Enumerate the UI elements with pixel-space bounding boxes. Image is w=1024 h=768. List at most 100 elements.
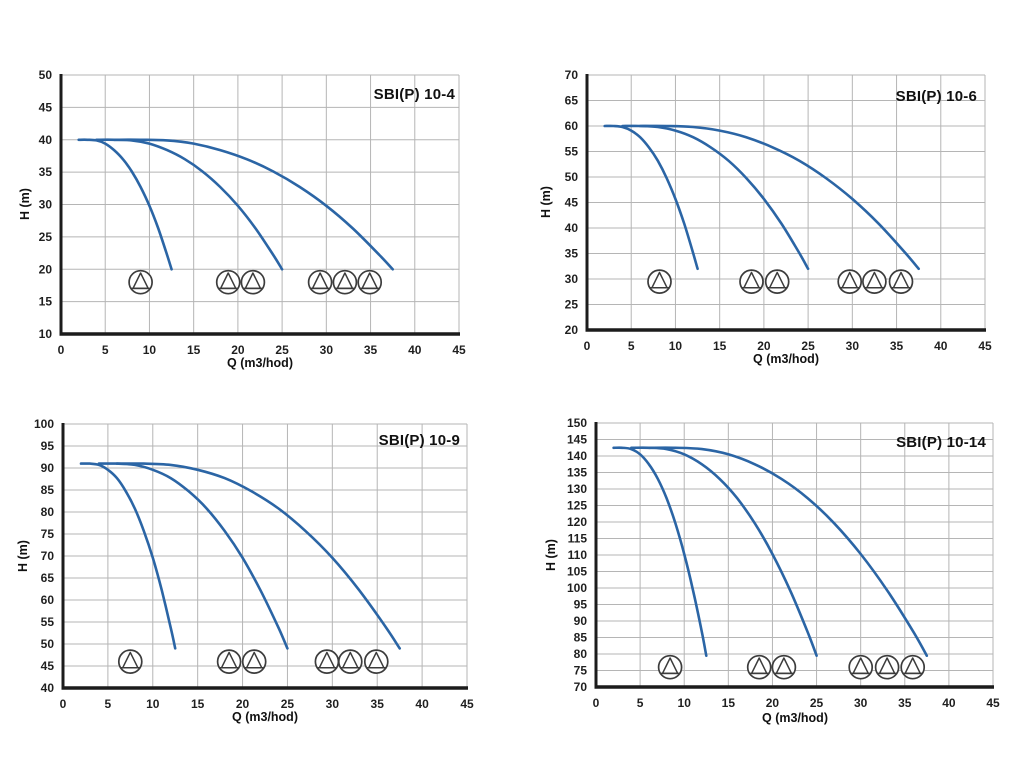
x-tick-label: 40 <box>942 696 956 710</box>
y-tick-label: 90 <box>41 461 55 475</box>
tick-labels: 40 45 50 55 60 65 70 75 80 85 90 95 100 0 5 10 15 20 25 30 3… <box>34 417 474 711</box>
x-tick-label: 35 <box>371 697 385 711</box>
pump-icon-triangle <box>866 271 883 289</box>
curve-1-pump <box>603 124 699 271</box>
chart-canvas-sbip-10-4: 10 15 20 25 30 35 40 45 50 0 5 10 15 20 25 30 35 40 45 <box>39 68 466 357</box>
x-tick-label: 15 <box>713 339 727 353</box>
x-tick-label: 15 <box>187 343 201 357</box>
x-tick-label: 30 <box>846 339 860 353</box>
pump-icon-triangle <box>132 272 149 290</box>
y-tick-label: 30 <box>565 272 579 286</box>
y-tick-label: 50 <box>39 68 53 82</box>
x-tick-label: 5 <box>628 339 635 353</box>
x-tick-label: 45 <box>978 339 992 353</box>
y-tick-label: 45 <box>39 100 53 114</box>
x-tick-label: 10 <box>143 343 157 357</box>
x-tick-label: 35 <box>898 696 912 710</box>
y-tick-label: 145 <box>567 433 587 447</box>
curve-3-pumps <box>115 462 401 650</box>
y-tick-label: 35 <box>565 247 579 261</box>
x-tick-label: 5 <box>105 697 112 711</box>
x-axis-label: Q (m3/hod) <box>753 352 819 366</box>
pump-icon <box>240 269 266 295</box>
x-tick-label: 25 <box>275 343 289 357</box>
x-tick-label: 45 <box>460 697 474 711</box>
chart-panel-sbip-10-4: 10 15 20 25 30 35 40 45 50 0 5 10 15 20 25 30 35 40 45 SBI… <box>0 40 512 390</box>
pump-icon-triangle <box>841 271 859 289</box>
x-tick-label: 35 <box>890 339 904 353</box>
pump-icon <box>746 654 772 680</box>
y-axis-label: H (m) <box>539 186 553 218</box>
x-tick-label: 10 <box>669 339 683 353</box>
pump-icon <box>647 269 672 294</box>
x-axis-label: Q (m3/hod) <box>232 710 298 724</box>
pump-icon-triangle <box>318 651 336 669</box>
pump-icon <box>357 269 383 295</box>
pump-icon <box>363 649 389 674</box>
y-tick-label: 65 <box>565 94 579 108</box>
x-axis-label: Q (m3/hod) <box>227 356 293 370</box>
pump-icon-triangle <box>244 272 262 290</box>
y-tick-label: 40 <box>41 681 55 695</box>
y-tick-label: 130 <box>567 482 587 496</box>
pump-curves <box>603 124 920 271</box>
pump-icon-triangle <box>904 657 922 675</box>
pump-icons <box>128 269 383 295</box>
x-tick-label: 20 <box>766 696 780 710</box>
x-tick-label: 0 <box>593 696 600 710</box>
pump-icon <box>117 649 143 674</box>
y-tick-label: 100 <box>567 581 587 595</box>
chart-title: SBI(P) 10-4 <box>373 86 455 103</box>
x-tick-label: 0 <box>584 339 591 353</box>
grid <box>596 422 994 687</box>
y-tick-label: 55 <box>565 145 579 159</box>
pump-icon-triangle <box>768 271 786 289</box>
curve-1-pump <box>612 446 708 657</box>
pump-icon <box>874 654 900 680</box>
pump-icon-triangle <box>219 272 237 290</box>
y-tick-label: 60 <box>565 119 579 133</box>
pump-icon <box>862 269 887 294</box>
y-tick-label: 20 <box>565 323 579 337</box>
y-tick-label: 50 <box>565 170 579 184</box>
y-tick-label: 20 <box>39 262 53 276</box>
y-tick-label: 55 <box>41 615 55 629</box>
y-tick-label: 100 <box>34 417 54 431</box>
y-tick-label: 15 <box>39 295 53 309</box>
y-tick-label: 30 <box>39 198 53 212</box>
curve-3-pumps <box>647 446 929 657</box>
y-tick-label: 10 <box>39 327 53 341</box>
tick-labels: 10 15 20 25 30 35 40 45 50 0 5 10 15 20 25 30 35 40 45 <box>39 68 466 357</box>
y-tick-label: 120 <box>567 515 587 529</box>
y-tick-label: 70 <box>41 549 55 563</box>
x-tick-label: 10 <box>678 696 692 710</box>
y-tick-label: 140 <box>567 449 587 463</box>
x-tick-label: 30 <box>854 696 868 710</box>
pump-icon-triangle <box>852 657 870 675</box>
pump-icon <box>332 269 358 295</box>
y-axis-label: H (m) <box>16 540 30 572</box>
pump-icon <box>837 269 863 294</box>
pump-icon <box>241 649 267 674</box>
curve-3-pumps <box>112 138 394 271</box>
y-tick-label: 40 <box>565 221 579 235</box>
y-axis-label: H (m) <box>544 539 558 571</box>
y-tick-label: 25 <box>39 230 53 244</box>
pump-icon <box>215 269 241 295</box>
chart-title: SBI(P) 10-9 <box>378 432 460 449</box>
chart-panel-sbip-10-14: 70 75 80 85 90 95 100 105 110 115 120 125 130 135 140 1… <box>512 400 1024 760</box>
x-tick-label: 45 <box>452 343 466 357</box>
pump-icon <box>771 654 797 680</box>
pump-icon-triangle <box>361 272 379 290</box>
pump-icon <box>888 269 914 294</box>
y-axis-label: H (m) <box>18 188 32 220</box>
pump-icon-triangle <box>121 651 139 669</box>
y-tick-label: 150 <box>567 416 587 430</box>
chart-canvas-sbip-10-9: 40 45 50 55 60 65 70 75 80 85 90 95 100 0 5 10 15 20 25 30 3… <box>34 417 474 711</box>
pump-curves <box>612 446 929 657</box>
y-tick-label: 105 <box>567 565 587 579</box>
x-tick-label: 15 <box>722 696 736 710</box>
chart-title: SBI(P) 10-14 <box>896 434 986 451</box>
curve-3-pumps <box>638 124 920 271</box>
